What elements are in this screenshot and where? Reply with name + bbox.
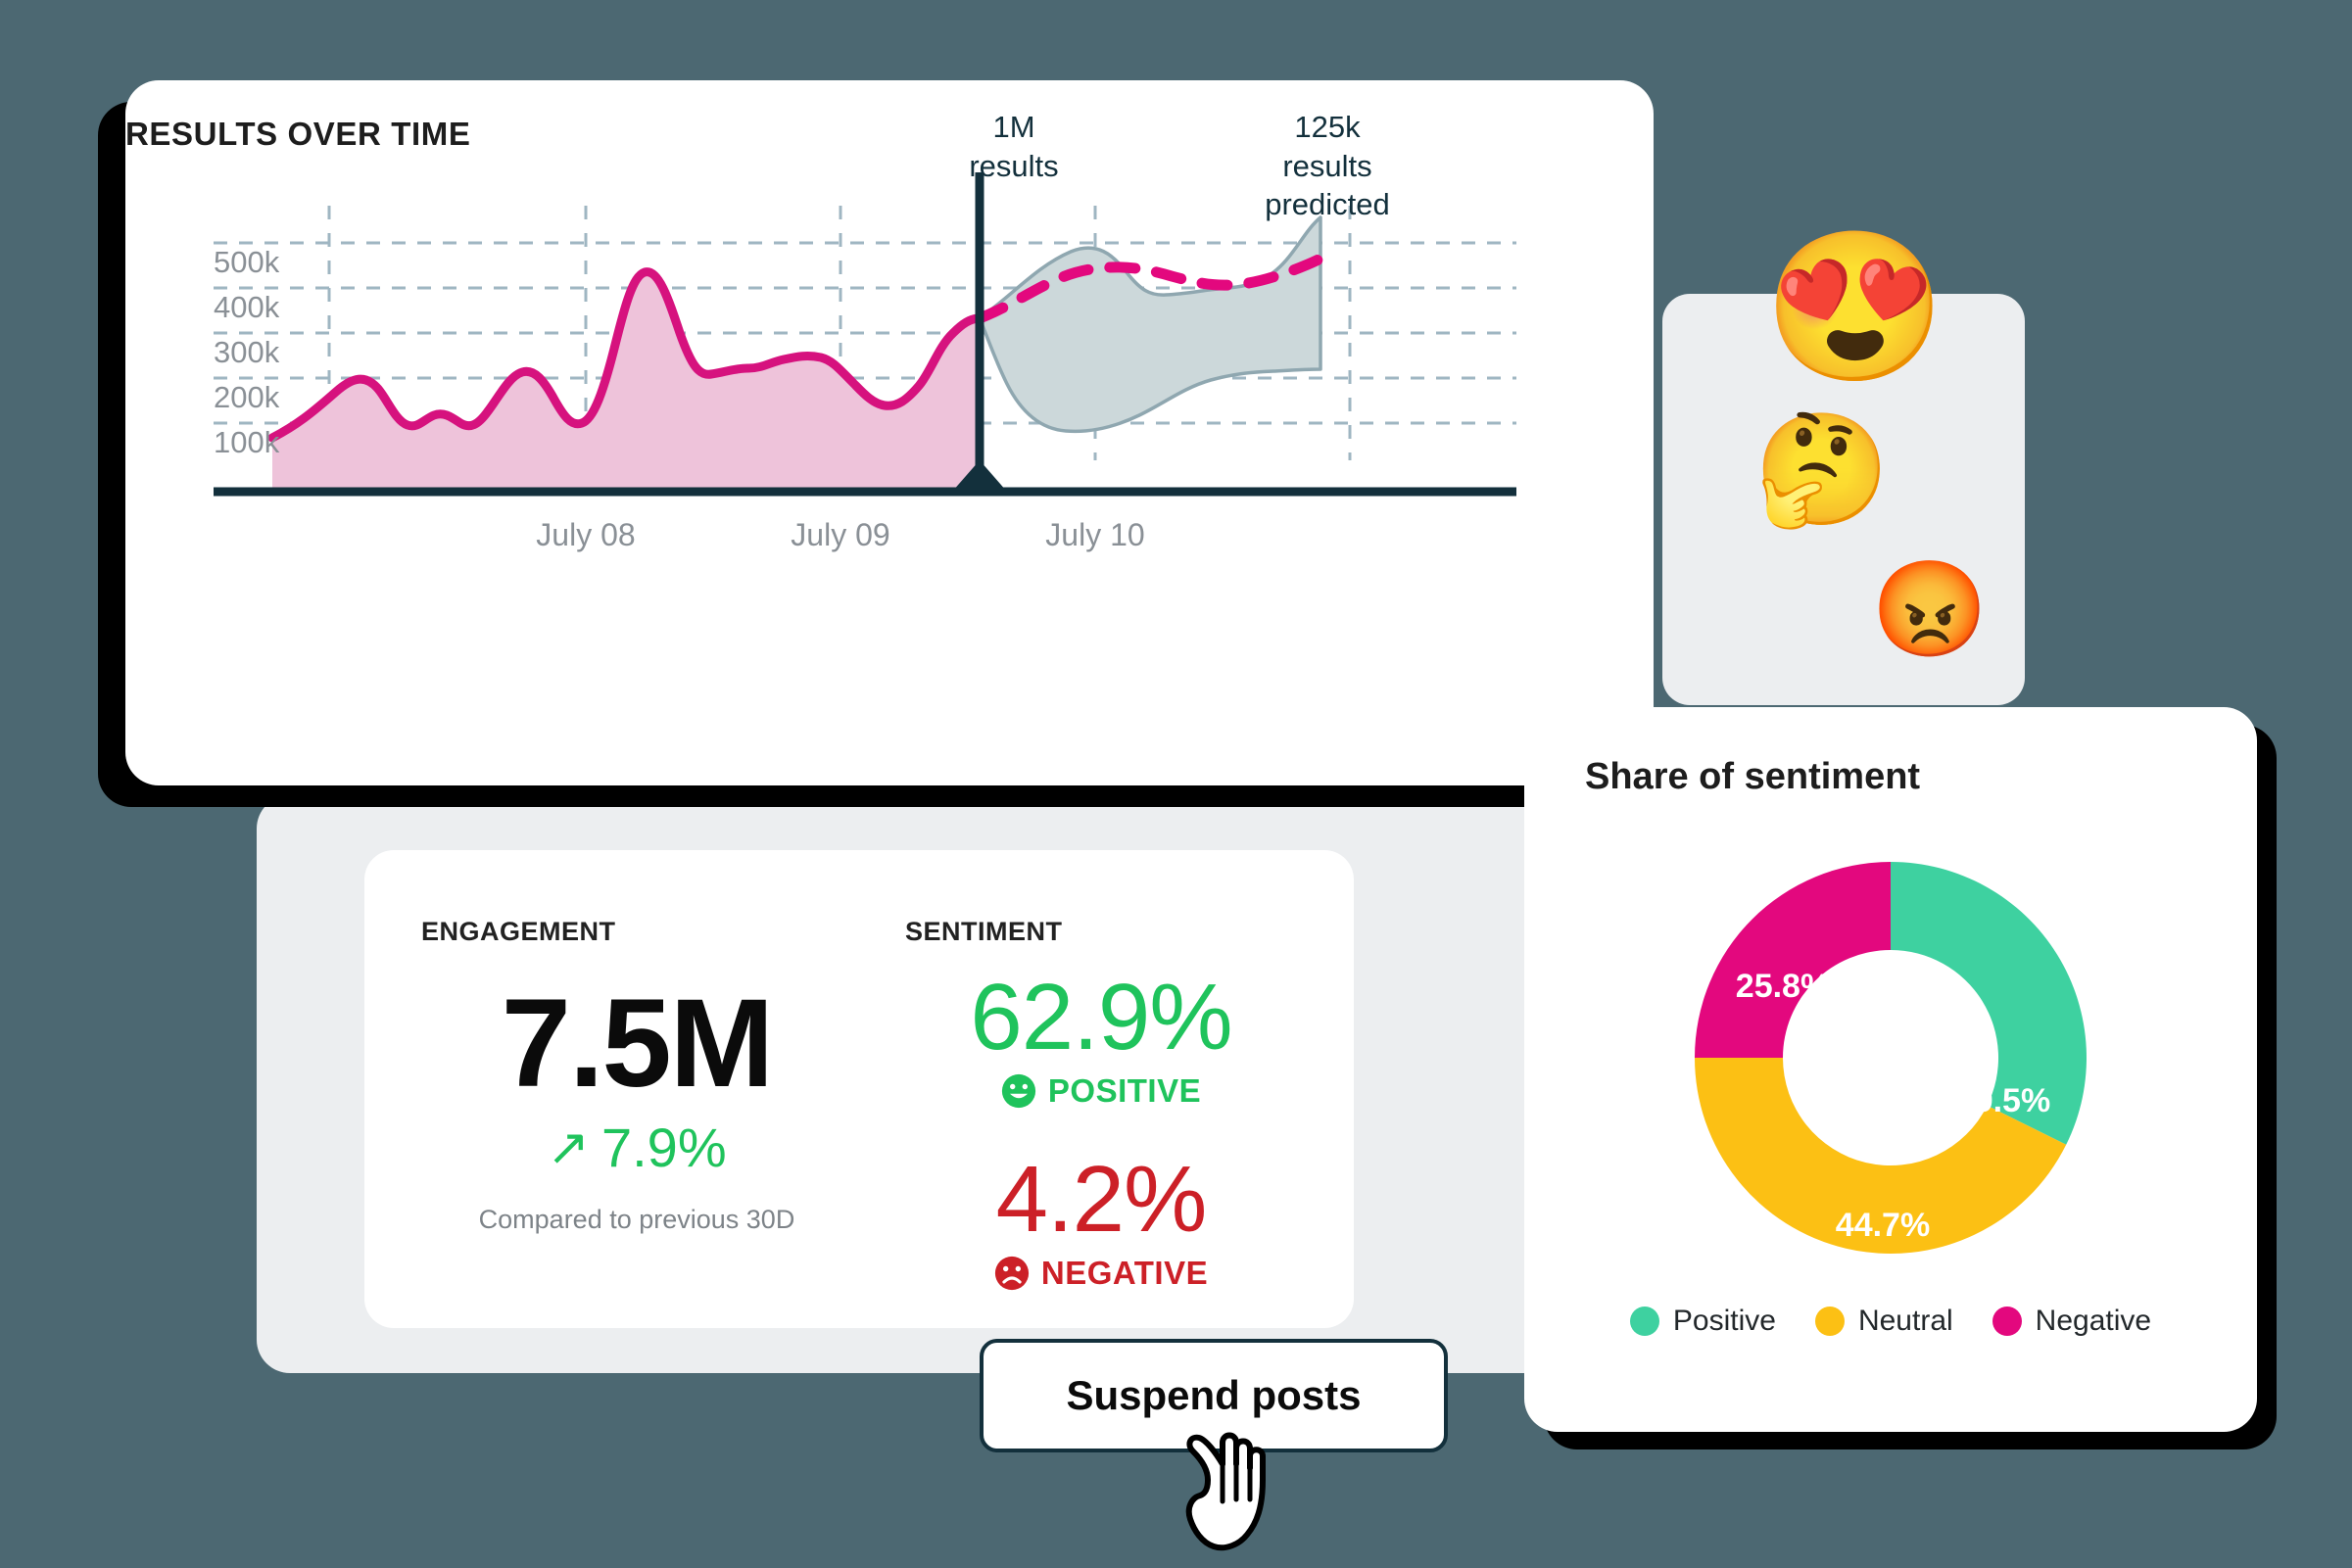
engagement-label: ENGAGEMENT	[421, 917, 616, 946]
annotation-predicted-results: 125k results predicted	[1205, 108, 1450, 224]
results-over-time-chart: 500k 400k 300k 200k 100k July 08 July 09…	[214, 172, 1516, 552]
donut-slice-negative[interactable]	[1695, 862, 1891, 1058]
legend-item-neutral[interactable]: Neutral	[1814, 1305, 1953, 1338]
annotation-pred-line1: 125k	[1294, 110, 1361, 144]
legend-label-positive: Positive	[1672, 1305, 1776, 1337]
prediction-interval-band	[978, 215, 1322, 434]
annotation-current-results: 1M results	[931, 108, 1097, 185]
engagement-comparison: Compared to previous 30D	[478, 1205, 795, 1235]
annotation-current-line2: results	[969, 148, 1059, 183]
donut-legend: Positive Neutral Negative	[1524, 1305, 2257, 1338]
share-of-sentiment-title: Share of sentiment	[1585, 756, 1921, 797]
suspend-posts-label: Suspend posts	[1066, 1372, 1362, 1418]
metrics-card: ENGAGEMENT 7.5M ↗ 7.9% Compared to previ…	[364, 850, 1354, 1328]
arrow-up-right-icon: ↗	[547, 1118, 590, 1176]
x-tick-july-09: July 09	[791, 517, 889, 552]
y-tick-300k: 300k	[214, 335, 280, 369]
x-tick-july-10: July 10	[1045, 517, 1144, 552]
sentiment-positive-value: 62.9%	[970, 965, 1232, 1069]
sentiment-positive: 62.9% POSITIVE	[905, 971, 1297, 1110]
results-over-time-card: 500k 400k 300k 200k 100k July 08 July 09…	[125, 80, 1654, 785]
donut-slice-positive[interactable]	[1891, 862, 2087, 1145]
sentiment-label: SENTIMENT	[905, 917, 1063, 946]
results-over-time-title: RESULTS OVER TIME	[125, 116, 471, 152]
legend-label-negative: Negative	[2035, 1305, 2152, 1337]
sentiment-negative-value: 4.2%	[995, 1147, 1208, 1252]
now-divider-marker	[952, 460, 1007, 492]
legend-dot-negative	[1992, 1307, 2022, 1336]
annotation-pred-line3: predicted	[1265, 187, 1390, 222]
legend-item-negative[interactable]: Negative	[1992, 1305, 2151, 1338]
frowny-face-icon	[994, 1256, 1029, 1291]
engagement-delta-value: 7.9%	[600, 1117, 727, 1179]
share-of-sentiment-card: Share of sentiment 29.5% 44.7% 25.8%	[1524, 707, 2257, 1432]
engagement-value: 7.5M	[501, 974, 775, 1114]
legend-dot-positive	[1629, 1307, 1659, 1336]
y-tick-400k: 400k	[214, 290, 280, 324]
x-axis-tick-labels: July 08 July 09 July 10	[536, 517, 1144, 552]
y-axis-tick-labels: 500k 400k 300k 200k 100k	[214, 245, 280, 459]
annotation-pred-line2: results	[1282, 148, 1372, 183]
smiley-face-icon	[1001, 1073, 1035, 1109]
legend-label-neutral: Neutral	[1857, 1305, 1953, 1337]
predicted-results-line	[974, 253, 1326, 324]
donut-label-positive: 29.5%	[1956, 1082, 2050, 1119]
donut-label-neutral: 44.7%	[1836, 1207, 1930, 1244]
legend-dot-neutral	[1814, 1307, 1845, 1336]
donut-chart: 29.5% 44.7% 25.8%	[1614, 823, 2167, 1298]
sentiment-negative-tag: NEGATIVE	[1040, 1255, 1209, 1291]
actual-results-area	[267, 267, 983, 492]
x-tick-july-08: July 08	[536, 517, 635, 552]
thinking-face-emoji: 🤔	[1753, 408, 1891, 531]
donut-slice-neutral[interactable]	[1695, 1058, 2067, 1254]
engagement-delta: ↗ 7.9%	[421, 1116, 852, 1179]
sentiment-negative: 4.2% NEGATIVE	[905, 1153, 1297, 1292]
donut-label-negative: 25.8%	[1736, 968, 1830, 1005]
sentiment-block: SENTIMENT 62.9% POSITIVE 4.2%	[905, 917, 1297, 1292]
angry-face-emoji: 😡	[1871, 557, 1989, 662]
heart-eyes-emoji: 😍	[1763, 224, 1946, 389]
y-tick-100k: 100k	[214, 425, 280, 459]
suspend-posts-button[interactable]: Suspend posts	[980, 1339, 1448, 1452]
sentiment-positive-tag: POSITIVE	[1047, 1072, 1202, 1109]
emoji-reactions-card	[1662, 294, 2025, 705]
legend-item-positive[interactable]: Positive	[1629, 1305, 1776, 1338]
y-tick-200k: 200k	[214, 380, 280, 414]
y-tick-500k: 500k	[214, 245, 280, 279]
annotation-current-line1: 1M	[992, 110, 1035, 144]
engagement-block: ENGAGEMENT 7.5M ↗ 7.9% Compared to previ…	[421, 917, 852, 1235]
